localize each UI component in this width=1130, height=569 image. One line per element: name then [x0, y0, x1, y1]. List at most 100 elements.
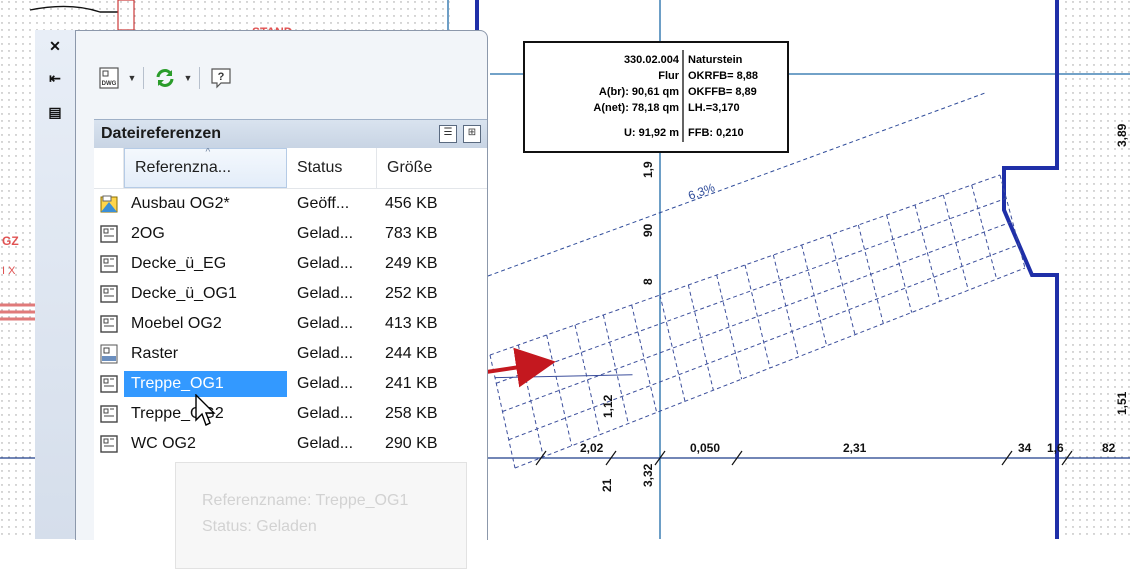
reference-size: 290 KB	[385, 435, 438, 452]
dwg-text: DWG	[102, 81, 117, 87]
room-stamp[interactable]: 330.02.004 Naturstein Flur OKRFB= 8,88 A…	[523, 41, 789, 153]
dim-slope: 6,3%	[686, 180, 717, 203]
column-label: Referenzna...	[135, 159, 232, 176]
reference-status: Gelad...	[297, 285, 354, 302]
dim-34: 34	[1018, 441, 1032, 455]
room-ffb: FFB: 0,210	[688, 127, 744, 139]
xref-file-icon	[94, 224, 124, 244]
reference-name: WC OG2	[131, 435, 196, 452]
reference-status: Gelad...	[297, 225, 354, 242]
list-header: ^ Referenzna... Status Größe	[94, 148, 487, 189]
reference-size: 258 KB	[385, 405, 438, 422]
help-icon: ?	[211, 68, 231, 89]
column-size[interactable]: Größe	[377, 148, 487, 188]
room-area-net: A(net): 78,18 qm	[593, 102, 679, 114]
room-name: Flur	[658, 70, 679, 82]
dim-1-12: 1,12	[601, 394, 615, 418]
reference-size: 456 KB	[385, 195, 438, 212]
reference-tooltip: Referenzname: Treppe_OG1 Status: Geladen	[175, 462, 467, 569]
list-rows: Ausbau OG2* Geöff... 456 KB 2OG Gelad... 783 …	[94, 189, 487, 459]
list-item[interactable]: 2OG Gelad... 783 KB	[94, 219, 487, 249]
dwg-attach-icon: DWG	[99, 67, 119, 89]
drawing-file-icon	[94, 194, 124, 214]
list-item[interactable]: Raster Gelad... 244 KB	[94, 339, 487, 369]
autohide-icon[interactable]: ⇤	[49, 70, 61, 86]
list-item[interactable]: Decke_ü_OG1 Gelad... 252 KB	[94, 279, 487, 309]
reference-name: Ausbau OG2*	[131, 195, 230, 212]
reference-size: 249 KB	[385, 255, 438, 272]
refresh-dropdown-arrow[interactable]: ▼	[183, 73, 193, 83]
dim-1-51: 1,51	[1115, 391, 1129, 415]
toolbar-separator	[199, 67, 200, 89]
mouse-cursor-icon	[195, 394, 216, 426]
reference-size: 252 KB	[385, 285, 438, 302]
room-okrfb: OKRFB= 8,88	[688, 70, 758, 82]
dim-1-9: 1,9	[641, 161, 655, 178]
xref-file-icon	[94, 314, 124, 334]
list-view-icon[interactable]: ☰	[439, 125, 457, 143]
attach-dwg-button[interactable]: DWG	[94, 63, 124, 93]
reference-status: Gelad...	[297, 255, 354, 272]
reference-name: Raster	[131, 345, 179, 362]
tooltip-line: Status: Geladen	[202, 518, 317, 535]
dim-3-32: 3,32	[641, 463, 655, 487]
column-label: Status	[297, 159, 343, 176]
file-references-header: Dateireferenzen ☰ ⊞	[94, 119, 487, 149]
column-label: Größe	[387, 159, 433, 176]
column-reference-name[interactable]: ^ Referenzna...	[124, 148, 287, 188]
room-perimeter: U: 91,92 m	[624, 127, 679, 139]
dim-0-050: 0,050	[690, 441, 720, 455]
reference-size: 413 KB	[385, 315, 438, 332]
wall-right	[1002, 0, 1059, 539]
tooltip-line: Referenzname: Treppe_OG1	[202, 492, 409, 509]
reference-status: Geöff...	[297, 195, 350, 212]
reference-name: 2OG	[131, 225, 165, 242]
room-id: 330.02.004	[624, 54, 680, 66]
reference-name: Treppe_OG1	[124, 371, 287, 397]
reference-status: Gelad...	[297, 315, 354, 332]
reference-size: 244 KB	[385, 345, 438, 362]
column-icon	[94, 148, 124, 188]
room-lh: LH.=3,170	[688, 102, 740, 114]
dim-3-89: 3,89	[1115, 123, 1129, 147]
column-status[interactable]: Status	[287, 148, 377, 188]
list-item[interactable]: Moebel OG2 Gelad... 413 KB	[94, 309, 487, 339]
xref-file-icon	[94, 434, 124, 454]
list-item[interactable]: Ausbau OG2* Geöff... 456 KB	[94, 189, 487, 219]
properties-menu-icon[interactable]: ▤	[48, 104, 62, 120]
toolbar-separator	[143, 67, 144, 89]
close-icon[interactable]: ✕	[49, 38, 61, 54]
reference-size: 241 KB	[385, 375, 438, 392]
palette-toolbar: DWG ▼ ▼ ?	[94, 61, 236, 95]
tree-view-icon[interactable]: ⊞	[463, 125, 481, 143]
xref-file-icon	[94, 404, 124, 424]
reference-status: Gelad...	[297, 375, 354, 392]
help-button[interactable]: ?	[206, 63, 236, 93]
reference-status: Gelad...	[297, 435, 354, 452]
room-material: Naturstein	[688, 54, 743, 66]
dim-2-02: 2,02	[580, 441, 604, 455]
list-item[interactable]: Treppe_OG1 Gelad... 241 KB	[94, 369, 487, 399]
dim-1-6: 1,6	[1047, 441, 1064, 455]
refresh-icon	[156, 69, 174, 87]
xref-file-icon	[94, 284, 124, 304]
reference-status: Gelad...	[297, 345, 354, 362]
reference-name: Moebel OG2	[131, 315, 222, 332]
reference-status: Gelad...	[297, 405, 354, 422]
reference-name: Decke_ü_EG	[131, 255, 227, 272]
dim-90: 90	[641, 223, 655, 237]
left-label-ix: I X	[2, 265, 16, 277]
dim-8: 8	[641, 278, 655, 285]
room-area-br: A(br): 90,61 qm	[599, 86, 679, 98]
left-label-gz: GZ	[2, 234, 19, 248]
refresh-button[interactable]	[150, 63, 180, 93]
external-references-palette: ✕ ⇤ ▤ DWG ▼ ▼	[35, 30, 490, 569]
list-item[interactable]: WC OG2 Gelad... 290 KB	[94, 429, 487, 459]
list-item[interactable]: Decke_ü_EG Gelad... 249 KB	[94, 249, 487, 279]
panel-title: Dateireferenzen	[101, 125, 222, 142]
sort-ascending-icon: ^	[205, 148, 211, 158]
reference-size: 783 KB	[385, 225, 438, 242]
list-item[interactable]: Treppe_OG2 Gelad... 258 KB	[94, 399, 487, 429]
reference-name: Decke_ü_OG1	[131, 285, 237, 302]
attach-dropdown-arrow[interactable]: ▼	[127, 73, 137, 83]
